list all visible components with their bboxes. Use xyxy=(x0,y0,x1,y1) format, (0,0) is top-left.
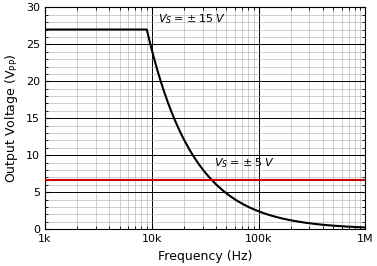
Text: $V_S = \pm5\ V$: $V_S = \pm5\ V$ xyxy=(214,156,275,170)
Y-axis label: Output Voltage ($\mathregular{V_{PP}}$): Output Voltage ($\mathregular{V_{PP}}$) xyxy=(3,53,20,183)
Text: $V_S = \pm15\ V$: $V_S = \pm15\ V$ xyxy=(158,12,226,26)
X-axis label: Frequency (Hz): Frequency (Hz) xyxy=(158,250,252,263)
